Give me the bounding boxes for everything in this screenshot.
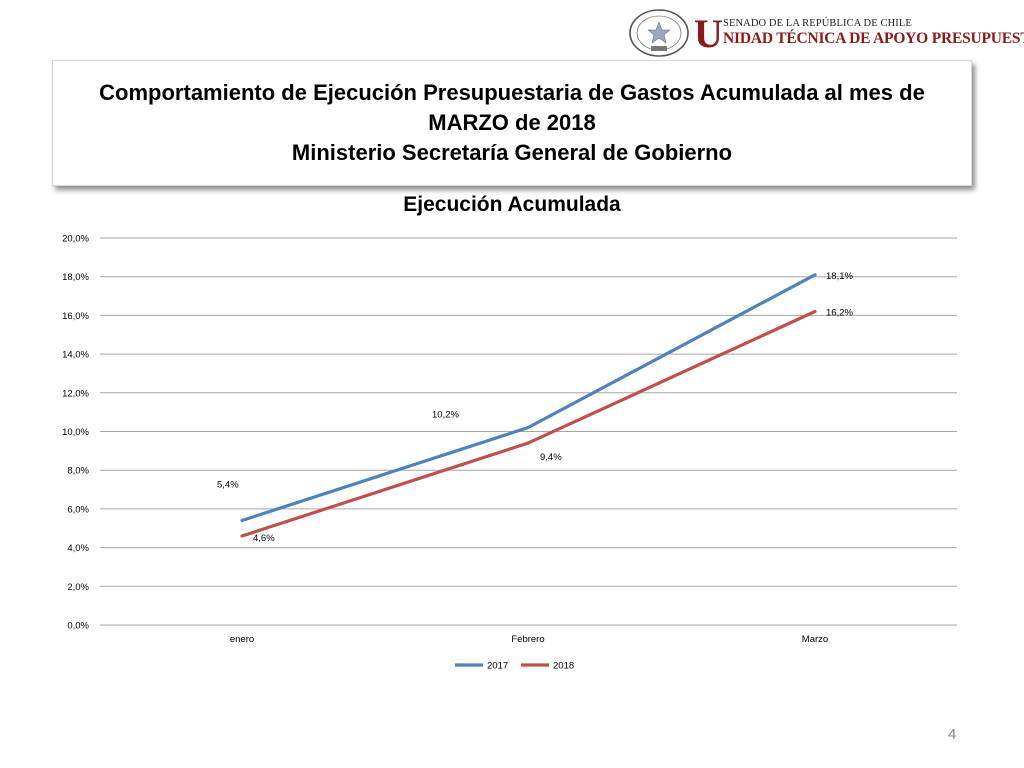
title-line-3: Ministerio Secretaría General de Gobiern… — [291, 140, 733, 165]
data-label: 5,4% — [217, 480, 239, 491]
data-label: 9,4% — [540, 452, 562, 463]
unidad-tecnica-logo: U SENADO DE LA REPÚBLICA DE CHILE NIDAD … — [628, 8, 1024, 58]
y-tick-label: 6,0% — [67, 504, 89, 515]
y-tick-label: 4,0% — [67, 543, 89, 554]
series-line-2017 — [240, 273, 817, 523]
y-tick-label: 14,0% — [62, 350, 89, 361]
title-line-2: MARZO de 2018 — [428, 110, 596, 135]
senado-seal-icon — [629, 9, 689, 57]
chart-title: Ejecución Acumulada — [403, 193, 621, 216]
x-tick-label: enero — [230, 634, 254, 645]
y-tick-label: 10,0% — [62, 427, 89, 438]
data-label: 18,1% — [826, 271, 853, 282]
data-label: 10,2% — [432, 410, 459, 421]
page-number: 4 — [948, 726, 957, 743]
y-tick-label: 18,0% — [62, 272, 89, 283]
slide-title-box: Comportamiento de Ejecución Presupuestar… — [52, 60, 972, 186]
y-tick-label: 8,0% — [67, 466, 89, 477]
x-tick-label: Febrero — [511, 634, 544, 645]
y-tick-label: 12,0% — [62, 388, 89, 399]
y-tick-label: 16,0% — [62, 311, 89, 322]
y-tick-label: 0,0% — [67, 621, 89, 632]
data-label: 16,2% — [826, 308, 853, 319]
brand-name: NIDAD TÉCNICA DE APOYO PRESUPUESTARIO — [723, 30, 1024, 47]
y-tick-label: 20,0% — [62, 234, 89, 245]
title-line-1: Comportamiento de Ejecución Presupuestar… — [99, 80, 925, 105]
data-label: 4,6% — [253, 533, 275, 544]
series-line-2018 — [240, 309, 817, 538]
legend-label: 2017 — [487, 661, 508, 672]
brand-initial: U — [694, 11, 723, 56]
legend-label: 2018 — [553, 661, 574, 672]
brand-subtitle: SENADO DE LA REPÚBLICA DE CHILE — [723, 18, 912, 29]
x-tick-label: Marzo — [802, 634, 828, 645]
y-tick-label: 2,0% — [67, 582, 89, 593]
